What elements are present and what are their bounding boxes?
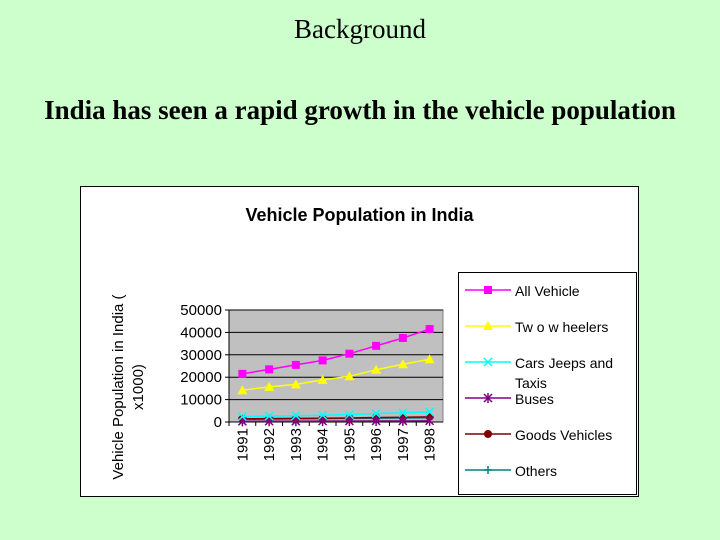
data-point: [424, 354, 435, 364]
plot-background: [228, 309, 444, 423]
legend-swatch-marker: [484, 466, 492, 474]
data-point: [371, 408, 381, 419]
legend-item: Buses: [459, 381, 636, 417]
y-tick-label: 30000: [180, 347, 222, 364]
data-point: [425, 325, 434, 334]
series-line: [242, 411, 430, 418]
legend-label: Tw o w heelers: [515, 319, 609, 335]
data-point: [264, 411, 274, 421]
legend-label: Goods Vehicles: [515, 427, 613, 443]
data-point: [372, 341, 381, 350]
legend: All Vehicle Tw o w heelers Cars Jeeps and …: [458, 272, 637, 495]
series-group: [237, 407, 435, 422]
data-point: [264, 381, 275, 391]
data-point: [398, 408, 408, 418]
data-point: [344, 371, 355, 381]
data-point: [265, 365, 274, 374]
y-tick-label: 40000: [180, 324, 222, 341]
x-tick-label: 1994: [315, 428, 332, 461]
legend-label: Others: [515, 463, 558, 479]
slide-title: India has seen a rapid growth in the veh…: [44, 95, 676, 125]
data-point: [344, 410, 354, 420]
data-point: [237, 412, 247, 422]
legend-item: Tw o w heelers: [459, 309, 636, 345]
legend-item: Goods Vehicles: [459, 417, 636, 453]
x-tick-label: 1992: [261, 428, 278, 461]
y-tick-label: 0: [214, 414, 222, 431]
legend-swatch-marker: [483, 321, 493, 330]
legend-swatch: [465, 357, 511, 367]
data-point: [371, 364, 382, 374]
legend-label: Cars Jeeps and Taxis: [515, 355, 614, 391]
data-point: [237, 385, 248, 395]
x-tick-label: 1996: [368, 428, 385, 461]
data-point: [425, 407, 435, 417]
data-point: [290, 379, 301, 389]
data-point: [398, 415, 408, 426]
y-tick-label: 20000: [180, 369, 222, 386]
legend-item: All Vehicle: [459, 273, 636, 309]
legend-item: Cars Jeeps and Taxis: [459, 345, 636, 391]
legend-swatch-marker: [484, 430, 492, 438]
series-group: [237, 354, 435, 395]
data-point: [398, 334, 407, 342]
legend-swatch: [465, 321, 511, 330]
x-tick-label: 1997: [395, 428, 412, 461]
legend-label: Buses: [515, 391, 554, 407]
data-point: [345, 349, 354, 358]
plot-area: 0 10000 20000 30000 40000 50000 1991 1992 1993 19…: [180, 302, 444, 461]
series-line: [242, 358, 430, 391]
series-line: [242, 328, 430, 375]
data-point: [291, 411, 301, 421]
x-tick-label: 1995: [341, 428, 358, 461]
data-point: [397, 359, 408, 369]
legend-swatch-marker: [484, 286, 492, 294]
data-point: [291, 360, 300, 369]
x-tick-label: 1998: [422, 428, 439, 461]
data-point: [238, 369, 247, 378]
data-point: [318, 410, 328, 420]
legend-swatch: [465, 286, 511, 294]
legend-swatch-marker: [483, 357, 493, 367]
legend-swatch-marker: [483, 393, 493, 403]
series-group: [238, 325, 434, 378]
slide-heading: Background: [294, 14, 426, 44]
data-point: [318, 356, 327, 365]
data-point: [371, 416, 381, 427]
chart-container: Vehicle Population in India Vehicle Popu…: [80, 186, 639, 497]
series-line: [242, 416, 430, 420]
legend-item: Others: [459, 453, 636, 489]
data-point: [344, 416, 354, 427]
legend-label: All Vehicle: [515, 283, 580, 299]
legend-swatch: [465, 393, 511, 403]
data-point: [425, 415, 435, 426]
legend-swatch: [465, 466, 511, 474]
y-tick-label: 50000: [180, 302, 222, 319]
y-tick-label: 10000: [180, 392, 222, 409]
legend-swatch: [465, 430, 511, 438]
data-point: [317, 374, 328, 384]
x-tick-label: 1991: [234, 428, 251, 461]
x-tick-label: 1993: [288, 428, 305, 461]
chart-title: Vehicle Population in India: [245, 205, 474, 225]
